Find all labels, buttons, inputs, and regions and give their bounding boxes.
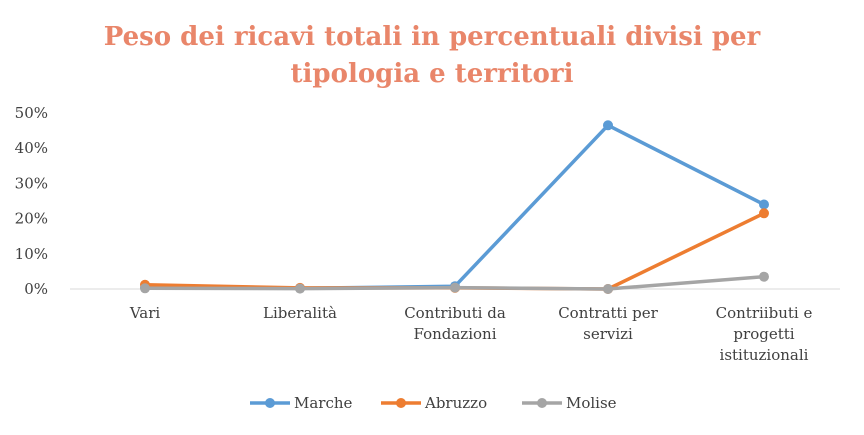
x-category-label-line: servizi (583, 325, 633, 343)
series-lines (140, 120, 769, 294)
x-category-label: Contriibuti e progetti istituzionali (716, 304, 813, 364)
x-category-label-line: Contratti per (558, 304, 658, 322)
legend-label-molise: Molise (566, 394, 617, 412)
x-axis: Vari Liberalità Contributi da FondazioniCon… (129, 304, 813, 364)
data-point-molise (295, 283, 305, 294)
x-category-label: Contributi da Fondazioni (404, 304, 506, 343)
legend-label-abruzzo: Abruzzo (424, 394, 487, 412)
legend-marker-abruzzo (396, 398, 406, 408)
x-category-label: Contratti per servizi (558, 304, 658, 343)
legend-label-marche: Marche (294, 394, 353, 412)
x-category-label-line: Fondazioni (413, 325, 496, 343)
chart-title: Peso dei ricavi totali in percentuali di… (104, 22, 761, 89)
y-tick-label: 0% (24, 280, 48, 298)
legend-marker-molise (537, 398, 547, 408)
x-category-label-line: progetti (733, 325, 794, 343)
chart-title-line: tipologia e territori (291, 59, 574, 89)
data-point-molise (140, 283, 150, 294)
series-line-abruzzo (143, 211, 766, 291)
y-tick-label: 50% (15, 104, 48, 122)
y-axis: 0% 10% 20% 30% 40% 50% (15, 104, 48, 298)
data-point-marche (603, 120, 613, 131)
y-tick-label: 30% (15, 174, 48, 192)
y-tick-label: 20% (15, 210, 48, 228)
data-point-marche (759, 199, 769, 210)
x-category-label: Vari (129, 304, 161, 322)
x-category-label-line: Vari (129, 304, 161, 322)
legend: Marche Abruzzo Molise (250, 394, 617, 412)
y-tick-label: 10% (15, 245, 48, 263)
x-category-label: Liberalità (263, 304, 337, 322)
data-point-molise (450, 282, 460, 293)
data-point-molise (603, 284, 613, 294)
x-category-label-line: Liberalità (263, 304, 337, 322)
chart-title-line: Peso dei ricavi totali in percentuali di… (104, 22, 761, 52)
series-line-marche (143, 123, 766, 291)
y-tick-label: 40% (15, 139, 48, 157)
x-category-label-line: Contriibuti e (716, 304, 813, 322)
x-category-label-line: Contributi da (404, 304, 506, 322)
data-point-molise (759, 271, 769, 282)
data-point-abruzzo (759, 208, 769, 219)
x-category-label-line: istituzionali (720, 346, 809, 364)
legend-marker-marche (265, 398, 275, 408)
